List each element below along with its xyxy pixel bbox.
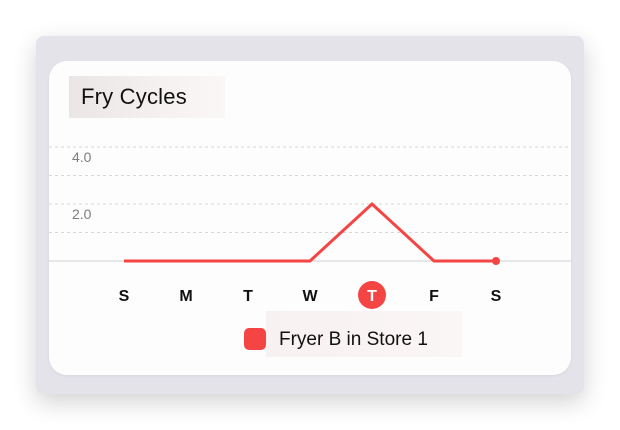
day-label: S <box>119 288 130 305</box>
y-tick-label: 4.0 <box>72 149 92 165</box>
chart-series <box>124 201 500 265</box>
day-label: T <box>243 288 253 305</box>
day-label: S <box>491 288 502 305</box>
selected-day-marker <box>358 281 386 309</box>
day-label: M <box>179 288 192 305</box>
series-line <box>124 201 496 263</box>
day-label: F <box>429 288 439 305</box>
y-axis-ticks: 4.0 2.0 <box>72 149 92 222</box>
legend-swatch <box>244 328 266 350</box>
legend-highlight <box>266 311 462 357</box>
day-label: T <box>367 288 377 305</box>
card-title: Fry Cycles <box>81 84 187 109</box>
day-label: W <box>302 288 318 305</box>
legend-label: Fryer B in Store 1 <box>279 329 428 350</box>
data-point <box>492 257 500 265</box>
title-highlight <box>69 76 225 118</box>
y-tick-label: 2.0 <box>72 206 92 222</box>
chart-grid <box>49 146 571 262</box>
